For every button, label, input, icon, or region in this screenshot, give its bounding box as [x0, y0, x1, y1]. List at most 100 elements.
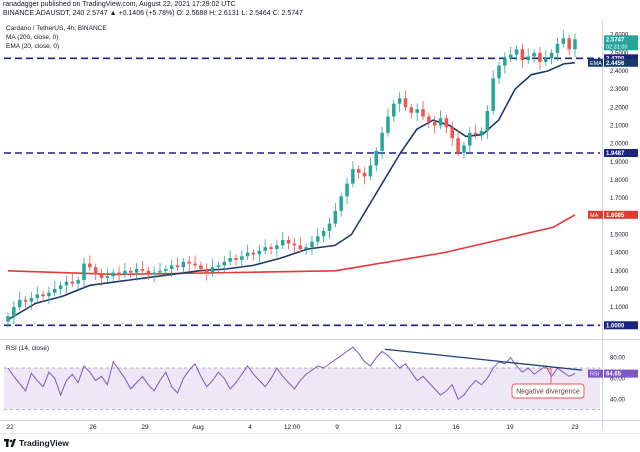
candle-body — [169, 265, 174, 269]
candle-body — [333, 210, 338, 224]
candle-body — [520, 49, 525, 61]
candle-body — [421, 109, 425, 117]
candle-body — [280, 239, 285, 246]
price-axis-label: 1.9000 — [610, 160, 629, 166]
candle-body — [508, 54, 513, 59]
price-tag-text: 2.4456 — [606, 61, 625, 67]
candle-body — [152, 272, 156, 275]
price-tag-label: EMA — [590, 61, 602, 67]
time-axis-label: 23 — [571, 424, 579, 431]
price-axis-label: 1.2000 — [610, 287, 629, 293]
annotation-text: Negative divergence — [516, 389, 580, 396]
tradingview-logo-icon — [4, 439, 16, 447]
candle-body — [222, 261, 227, 266]
candle-body — [392, 103, 396, 117]
candle-body — [12, 307, 16, 317]
candle-body — [234, 258, 238, 260]
rsi-axis-label: 60.00 — [610, 376, 626, 382]
candle-body — [70, 281, 75, 284]
candle-body — [216, 265, 221, 268]
candle-body — [298, 245, 303, 250]
candle-body — [573, 39, 577, 50]
legend-ma: MA (200, close, 0) — [6, 34, 59, 41]
candle-body — [47, 292, 51, 297]
time-axis-label: 16 — [452, 424, 460, 431]
publish-line: ranadagger published on TradingView.com,… — [3, 1, 236, 8]
rsi-axis-label: 80.00 — [610, 356, 626, 362]
candle-body — [438, 118, 443, 126]
candle-body — [199, 265, 203, 269]
candle-body — [491, 78, 495, 111]
candle-body — [532, 52, 536, 57]
candle-body — [105, 276, 110, 279]
candle-body — [327, 223, 332, 231]
candle-body — [111, 272, 115, 277]
candle-body — [351, 169, 355, 184]
candle-body — [58, 285, 63, 289]
time-axis-label: 19 — [506, 424, 514, 431]
price-axis-label: 1.1000 — [610, 305, 629, 311]
annotation-box — [511, 383, 585, 399]
candle-body — [240, 256, 244, 260]
candle-body — [292, 243, 297, 246]
rsi-band — [4, 368, 600, 410]
candle-body — [362, 172, 367, 177]
candle-body — [275, 245, 279, 250]
candle-body — [356, 169, 361, 173]
candle-body — [17, 299, 22, 308]
legend-rsi: RSI (14, close) — [6, 345, 49, 352]
rsi-label-text: RSI — [590, 372, 600, 378]
price-axis-label: 2.4000 — [610, 69, 629, 75]
annotation-pointer — [544, 367, 552, 370]
price-axis-label: 2.0000 — [610, 142, 629, 148]
time-axis-label: 4 — [248, 424, 252, 431]
rsi-value-text: 64.65 — [606, 372, 622, 378]
candle-body — [403, 98, 408, 108]
candle-body — [397, 98, 402, 104]
candle-body — [473, 132, 478, 135]
candle-body — [316, 236, 320, 242]
price-tag — [604, 321, 638, 330]
candle-body — [567, 38, 571, 50]
candle-body — [175, 265, 180, 268]
candle-body — [339, 196, 343, 211]
candle-body — [538, 52, 542, 62]
candle-body — [304, 247, 308, 250]
price-axis-label: 2.2000 — [610, 105, 629, 111]
rsi-line — [7, 346, 576, 401]
price-tag-text: 1.9487 — [606, 151, 625, 157]
candle-body — [462, 145, 466, 153]
symbol-line: BINANCE:ADAUSDT, 240 2.5747 ▲ +0.1406 (+… — [3, 10, 303, 17]
price-axis-label: 1.4000 — [610, 251, 629, 257]
candle-body — [549, 52, 554, 59]
candle-body — [444, 118, 449, 128]
candle-body — [140, 268, 145, 271]
candle-body — [204, 268, 209, 273]
price-tag-label-box — [588, 210, 603, 219]
price-axis-label: 2.1000 — [610, 124, 629, 130]
legend-title: Cardano / TetherUS, 4h, BINANCE — [6, 25, 107, 32]
candle-body — [35, 294, 39, 299]
time-axis-label: 29 — [141, 424, 149, 431]
legend-ema: EMA (20, close, 0) — [6, 43, 60, 50]
price-axis-label: 1.8000 — [610, 178, 629, 184]
candle-body — [99, 274, 104, 279]
price-axis-label: 1.3000 — [610, 269, 629, 275]
candle-body — [380, 132, 384, 151]
candle-body — [479, 130, 484, 135]
candle-body — [269, 247, 273, 250]
candle-body — [29, 298, 34, 302]
rsi-axis-label: 40.00 — [610, 397, 626, 403]
price-tag-text: 1.0000 — [606, 323, 625, 329]
candle-body — [514, 49, 519, 55]
candle-body — [228, 258, 232, 262]
tradingview-logo[interactable]: TradingView — [4, 437, 69, 449]
price-tag — [604, 35, 638, 51]
candle-body — [561, 38, 566, 44]
candle-body — [76, 279, 80, 284]
time-axis-label: Aug — [192, 424, 204, 431]
candle-body — [485, 110, 490, 131]
time-axis-label: 26 — [89, 424, 97, 431]
ema20-line — [7, 61, 576, 321]
